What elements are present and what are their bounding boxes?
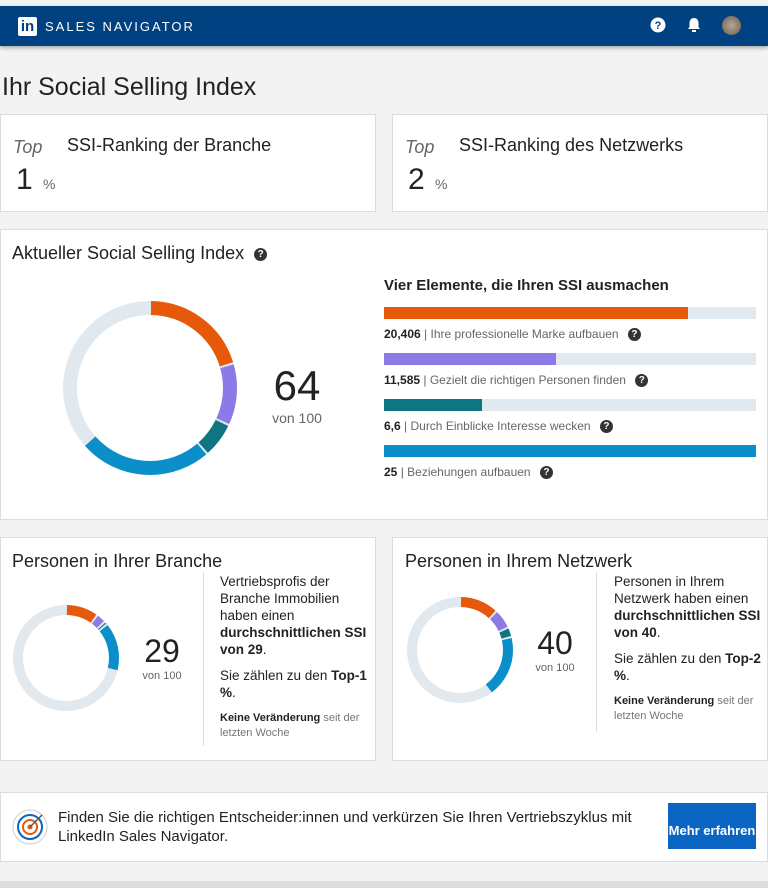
ssi-title-text: Aktueller Social Selling Index [12,243,245,263]
element-bar [384,399,756,411]
ranking-unit: % [435,176,448,192]
ranking-title: SSI-Ranking der Branche [67,135,272,155]
ranking-value: 1 [16,163,33,196]
donut-segment [13,605,119,711]
help-icon[interactable]: ? [627,328,641,342]
network-description: Personen in Ihrem Netzwerk haben einen d… [614,574,761,722]
element-bar-fill [384,445,756,457]
scroll-edge [0,881,768,888]
industry-card [0,537,376,761]
element-bar-fill [384,353,557,365]
industry-score: 29 [144,633,180,669]
element-label: 25 | Beziehungen aufbauen ? [384,465,553,480]
network-donut [407,597,513,703]
donut-segment [63,301,237,475]
ssi-score-value: 64 [273,362,321,409]
industry-ranking-card: Top SSI-Ranking der Branche 1 % [0,114,376,212]
element-value: 11,585 [384,373,421,387]
ssi-title: Aktueller Social Selling Index ? [12,243,268,264]
desc-bold: Top-1 % [220,668,367,700]
bell-icon[interactable] [686,17,704,35]
help-icon[interactable]: ? [635,374,649,388]
desc-bold: durchschnittlichen SSI von 29 [220,625,367,657]
element-label: 20,406 | Ihre professionelle Marke aufba… [384,327,641,342]
help-icon[interactable]: ? [254,247,268,261]
change-bold: Keine Veränderung [614,695,715,707]
industry-donut [13,605,119,711]
ranking-unit: % [43,176,56,192]
network-score: 40 [537,625,573,661]
help-icon[interactable]: ? [539,466,553,480]
brand-name[interactable]: SALES NAVIGATOR [45,19,195,34]
industry-score-max: von 100 [142,670,182,682]
help-icon[interactable]: ? [599,420,613,434]
network-ranking-card: Top SSI-Ranking des Netzwerks 2 % [392,114,768,212]
element-bar [384,353,756,365]
divider [596,572,597,732]
element-bar-fill [384,399,483,411]
promo-banner [0,792,768,862]
element-name: | Ihre professionelle Marke aufbauen [420,327,622,341]
ranking-title: SSI-Ranking des Netzwerks [459,135,684,155]
element-value: 6,6 [384,419,401,433]
ssi-score-max: von 100 [272,410,322,426]
change-text: seit der letzten Woche [220,712,360,739]
promo-text: Finden Sie die richtigen Entscheider:inn… [58,809,632,845]
ssi-donut [63,301,237,475]
desc-text: Sie zählen zu den [614,651,726,666]
change-text: seit der letzten Woche [614,695,754,722]
top-label: Top [405,137,435,157]
learn-more-button[interactable]: Mehr erfahren [668,803,756,849]
element-label: 11,585 | Gezielt die richtigen Personen … [384,373,649,388]
elements-title: Vier Elemente, die Ihren SSI ausmachen [384,277,669,294]
top-navigation-bar: in SALES NAVIGATOR ? [0,6,768,46]
element-value: 20,406 [384,327,421,341]
avatar[interactable] [722,16,741,35]
ssi-score: 64 von 100 [262,362,332,426]
desc-bold: durchschnittlichen SSI von 40 [614,608,761,640]
linkedin-logo[interactable]: in [18,17,37,36]
element-name: | Durch Einblicke Interesse wecken [400,419,594,433]
target-icon [12,809,48,845]
ranking-value: 2 [408,163,425,196]
element-bar [384,307,756,319]
page-title: Ihr Social Selling Index [2,73,257,101]
industry-description: Vertriebsprofis der Branche Immobilien h… [220,574,367,739]
divider [203,572,204,746]
element-value: 25 [384,465,398,479]
desc-text: Personen in Ihrem Netzwerk haben einen [614,574,749,606]
help-icon[interactable]: ? [650,17,668,35]
element-bar [384,445,756,457]
element-bar-fill [384,307,688,319]
top-label: Top [13,137,43,157]
network-score-max: von 100 [535,662,575,674]
desc-text: Vertriebsprofis der Branche Immobilien h… [220,574,340,623]
desc-text: Sie zählen zu den [220,668,332,683]
network-title: Personen in Ihrem Netzwerk [405,551,633,571]
change-bold: Keine Veränderung [220,712,321,724]
donut-segment [407,597,513,703]
network-card [392,537,768,761]
desc-bold: Top-2 % [614,651,761,683]
donut-segment [63,301,237,475]
element-name: | Gezielt die richtigen Personen finden [420,373,630,387]
svg-text:?: ? [655,20,662,32]
element-label: 6,6 | Durch Einblicke Interesse wecken ? [384,419,613,434]
industry-title: Personen in Ihrer Branche [12,551,223,571]
element-name: | Beziehungen aufbauen [397,465,534,479]
